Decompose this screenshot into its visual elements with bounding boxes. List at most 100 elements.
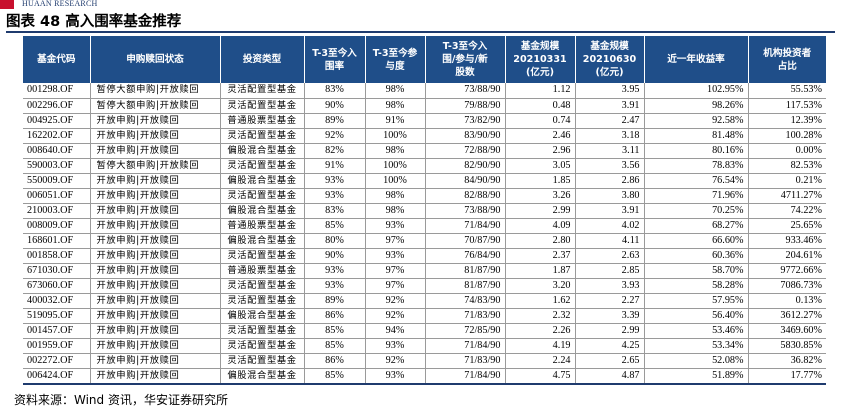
cell-participation: 98%: [365, 83, 426, 99]
table-row: 006424.OF 开放申购|开放赎回 偏股混合型基金 85% 93% 71/84/90 4…: [23, 368, 826, 385]
header-participation: T-3至今参 与度: [365, 36, 426, 83]
cell-selection-rate: 86%: [304, 308, 366, 324]
cell-participation: 92%: [365, 293, 426, 309]
cell-size-20210630: 4.02: [575, 218, 645, 234]
table-header-row: 基金代码 申购赎回状态 投资类型 T-3至今入 围率 T-3至今参 与度 T-3至今入 围…: [23, 36, 826, 83]
cell-counts: 82/88/90: [425, 188, 506, 204]
huaan-logo-icon: [0, 0, 14, 9]
cell-institutional-share: 55.53%: [748, 83, 826, 99]
cell-counts: 83/90/90: [425, 128, 506, 144]
cell-counts: 71/84/90: [425, 218, 506, 234]
cell-size-20210331: 2.26: [505, 323, 576, 339]
cell-counts: 76/84/90: [425, 248, 506, 264]
cell-size-20210331: 2.37: [505, 248, 576, 264]
cell-investment-type: 灵活配置型基金: [220, 83, 305, 99]
cell-institutional-share: 3469.60%: [748, 323, 826, 339]
cell-one-year-return: 92.58%: [644, 113, 749, 129]
cell-institutional-share: 74.22%: [748, 203, 826, 219]
table-body: 001298.OF 暂停大额申购|开放赎回 灵活配置型基金 83% 98% 73/88/9…: [23, 83, 826, 385]
cell-fund-code: 002296.OF: [23, 98, 91, 114]
cell-subscription-status: 开放申购|开放赎回: [90, 113, 221, 129]
cell-participation: 91%: [365, 113, 426, 129]
cell-selection-rate: 85%: [304, 338, 366, 354]
table-row: 002272.OF 开放申购|开放赎回 灵活配置型基金 86% 92% 71/83/90 2…: [23, 353, 826, 369]
cell-participation: 98%: [365, 188, 426, 204]
cell-one-year-return: 56.40%: [644, 308, 749, 324]
table-row: 168601.OF 开放申购|开放赎回 偏股混合型基金 80% 97% 70/87/90 2…: [23, 233, 826, 249]
cell-investment-type: 灵活配置型基金: [220, 98, 305, 114]
cell-participation: 100%: [365, 173, 426, 189]
cell-size-20210630: 2.86: [575, 173, 645, 189]
cell-size-20210331: 2.46: [505, 128, 576, 144]
cell-participation: 93%: [365, 338, 426, 354]
cell-counts: 79/88/90: [425, 98, 506, 114]
cell-participation: 98%: [365, 143, 426, 159]
cell-subscription-status: 开放申购|开放赎回: [90, 368, 221, 385]
cell-selection-rate: 93%: [304, 278, 366, 294]
header-investment-type: 投资类型: [220, 36, 305, 83]
cell-subscription-status: 开放申购|开放赎回: [90, 218, 221, 234]
cell-one-year-return: 76.54%: [644, 173, 749, 189]
cell-size-20210331: 2.24: [505, 353, 576, 369]
cell-institutional-share: 0.13%: [748, 293, 826, 309]
cell-investment-type: 偏股混合型基金: [220, 233, 305, 249]
cell-investment-type: 普通股票型基金: [220, 113, 305, 129]
cell-investment-type: 偏股混合型基金: [220, 308, 305, 324]
cell-size-20210630: 2.65: [575, 353, 645, 369]
cell-counts: 82/90/90: [425, 158, 506, 174]
table-row: 006051.OF 开放申购|开放赎回 灵活配置型基金 93% 98% 82/88/90 3…: [23, 188, 826, 204]
cell-one-year-return: 71.96%: [644, 188, 749, 204]
cell-counts: 81/87/90: [425, 278, 506, 294]
cell-selection-rate: 93%: [304, 188, 366, 204]
table-row: 590003.OF 暂停大额申购|开放赎回 灵活配置型基金 91% 100% 82/90/…: [23, 158, 826, 174]
cell-selection-rate: 80%: [304, 233, 366, 249]
cell-investment-type: 灵活配置型基金: [220, 278, 305, 294]
cell-size-20210630: 2.99: [575, 323, 645, 339]
table-row: 673060.OF 开放申购|开放赎回 灵活配置型基金 93% 97% 81/87/90 3…: [23, 278, 826, 294]
source-note: 资料来源：Wind 资讯，华安证券研究所: [14, 393, 228, 407]
cell-participation: 93%: [365, 248, 426, 264]
cell-institutional-share: 204.61%: [748, 248, 826, 264]
cell-subscription-status: 开放申购|开放赎回: [90, 188, 221, 204]
cell-subscription-status: 开放申购|开放赎回: [90, 278, 221, 294]
table-row: 519095.OF 开放申购|开放赎回 偏股混合型基金 86% 92% 71/83/90 2…: [23, 308, 826, 324]
cell-fund-code: 162202.OF: [23, 128, 91, 144]
table-row: 001457.OF 开放申购|开放赎回 灵活配置型基金 85% 94% 72/85/90 2…: [23, 323, 826, 339]
fund-recommendation-table: 基金代码 申购赎回状态 投资类型 T-3至今入 围率 T-3至今参 与度 T-3至今入 围…: [23, 36, 826, 385]
cell-size-20210331: 2.32: [505, 308, 576, 324]
cell-one-year-return: 51.89%: [644, 368, 749, 385]
cell-fund-code: 671030.OF: [23, 263, 91, 279]
cell-size-20210331: 0.74: [505, 113, 576, 129]
cell-fund-code: 001298.OF: [23, 83, 91, 99]
cell-one-year-return: 58.28%: [644, 278, 749, 294]
cell-fund-code: 590003.OF: [23, 158, 91, 174]
cell-participation: 97%: [365, 278, 426, 294]
cell-institutional-share: 25.65%: [748, 218, 826, 234]
cell-size-20210331: 4.09: [505, 218, 576, 234]
cell-selection-rate: 83%: [304, 203, 366, 219]
cell-one-year-return: 102.95%: [644, 83, 749, 99]
cell-investment-type: 普通股票型基金: [220, 263, 305, 279]
cell-one-year-return: 60.36%: [644, 248, 749, 264]
cell-fund-code: 001858.OF: [23, 248, 91, 264]
cell-institutional-share: 0.21%: [748, 173, 826, 189]
cell-participation: 92%: [365, 308, 426, 324]
table-row: 671030.OF 开放申购|开放赎回 普通股票型基金 93% 97% 81/87/90 1…: [23, 263, 826, 279]
cell-subscription-status: 开放申购|开放赎回: [90, 233, 221, 249]
cell-fund-code: 006051.OF: [23, 188, 91, 204]
cell-size-20210630: 3.93: [575, 278, 645, 294]
cell-size-20210331: 1.85: [505, 173, 576, 189]
cell-participation: 100%: [365, 128, 426, 144]
header-one-year-return: 近一年收益率: [644, 36, 749, 83]
cell-subscription-status: 暂停大额申购|开放赎回: [90, 83, 221, 99]
cell-subscription-status: 暂停大额申购|开放赎回: [90, 98, 221, 114]
table-row: 002296.OF 暂停大额申购|开放赎回 灵活配置型基金 90% 98% 79/88/9…: [23, 98, 826, 114]
cell-counts: 71/83/90: [425, 308, 506, 324]
cell-investment-type: 灵活配置型基金: [220, 293, 305, 309]
cell-selection-rate: 93%: [304, 263, 366, 279]
cell-participation: 92%: [365, 353, 426, 369]
title-divider: [6, 31, 835, 33]
cell-size-20210630: 3.11: [575, 143, 645, 159]
cell-size-20210630: 3.18: [575, 128, 645, 144]
cell-counts: 72/85/90: [425, 323, 506, 339]
